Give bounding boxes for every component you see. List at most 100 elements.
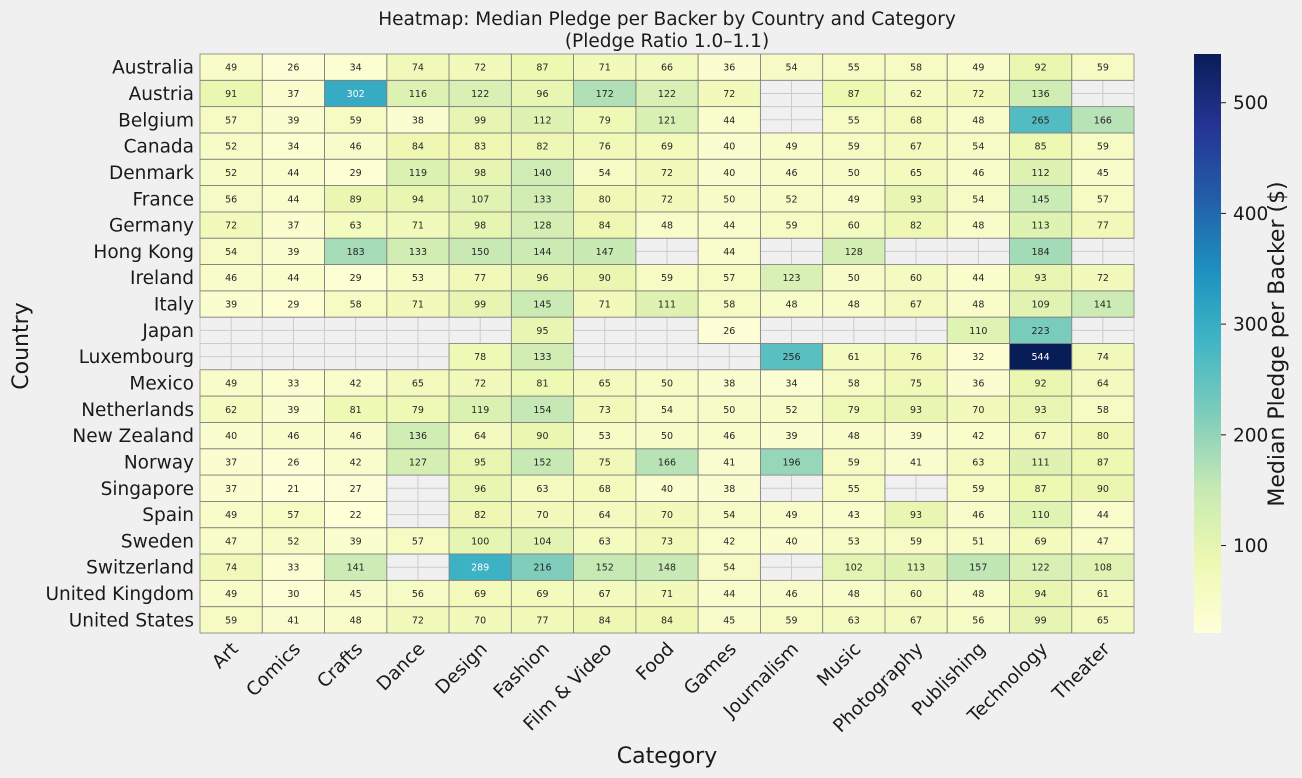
cell-value-label: 57: [287, 510, 299, 521]
heatmap-cell: [200, 422, 263, 449]
cell-value-label: 36: [723, 63, 735, 74]
cell-value-label: 40: [785, 536, 797, 547]
cell-value-label: 64: [474, 431, 486, 442]
heatmap-cell: [200, 580, 263, 607]
cell-value-label: 54: [723, 510, 735, 521]
cell-value-label: 76: [599, 142, 611, 153]
cell-value-label: 77: [1097, 221, 1109, 232]
cell-value-label: 119: [409, 168, 427, 179]
cell-value-label: 71: [661, 589, 673, 600]
cell-value-label: 46: [972, 510, 984, 521]
heatmap-cell: [386, 527, 450, 555]
cell-value-label: 90: [536, 431, 548, 442]
heatmap-cell: [511, 475, 574, 502]
cell-value-label: 94: [412, 194, 424, 205]
heatmap-cell: [200, 80, 263, 107]
cell-value-label: 84: [661, 615, 673, 626]
heatmap-cell: [1071, 396, 1134, 423]
cell-value-label: 39: [287, 405, 299, 416]
cell-value-label: 72: [412, 615, 424, 626]
heatmap-cell: [200, 606, 263, 633]
heatmap-cell: [449, 290, 512, 318]
cell-value-label: 87: [536, 63, 548, 74]
heatmap-cell: [635, 369, 699, 397]
heatmap-cell: [262, 132, 325, 160]
heatmap-cell: [822, 54, 885, 81]
heatmap-cell: [947, 264, 1010, 291]
cell-value-label: 47: [1097, 536, 1109, 547]
heatmap-cell: [511, 527, 574, 555]
heatmap-cell: [635, 132, 699, 160]
cell-value-label: 100: [471, 536, 489, 547]
heatmap-cell: [884, 343, 948, 370]
heatmap-cell: [947, 422, 1010, 449]
cell-value-label: 166: [1094, 115, 1112, 126]
heatmap-cell: [1009, 448, 1072, 476]
heatmap-cell: [573, 422, 636, 449]
heatmap-cell: [573, 580, 636, 607]
y-tick-label: Canada: [124, 137, 194, 158]
cell-value-label: 94: [1035, 589, 1047, 600]
heatmap-cell: [1009, 369, 1072, 397]
heatmap-cell: [449, 211, 512, 239]
y-axis-tick-labels: Australia Austria Belgium Canada Denmark Fran…: [46, 58, 195, 632]
cell-value-label: 29: [350, 168, 362, 179]
cell-value-label: 58: [723, 300, 735, 311]
cell-value-label: 50: [661, 378, 673, 389]
cell-value-label: 109: [1032, 300, 1050, 311]
heatmap-cell: [698, 54, 761, 81]
cell-value-label: 111: [658, 300, 676, 311]
colorbar-tick-label: 200: [1233, 425, 1268, 446]
cell-value-label: 22: [350, 510, 362, 521]
heatmap-cell: [386, 448, 450, 476]
cell-value-label: 111: [1032, 457, 1050, 468]
cell-value-label: 53: [848, 536, 860, 547]
cell-value-label: 38: [412, 115, 424, 126]
cell-value-label: 65: [599, 378, 611, 389]
heatmap-cell: [386, 159, 450, 186]
cell-value-label: 39: [287, 115, 299, 126]
cell-value-label: 183: [347, 247, 365, 258]
heatmap-cell: [449, 80, 512, 107]
heatmap-cell: [947, 527, 1010, 555]
heatmap-cell: [1009, 159, 1072, 186]
heatmap-cell: [884, 211, 948, 239]
heatmap-cell: [698, 238, 761, 265]
heatmap-cell: [884, 448, 948, 476]
heatmap-cell: [698, 132, 761, 160]
heatmap-cell: [822, 580, 885, 607]
heatmap-cell: [324, 264, 387, 291]
cell-value-label: 49: [972, 63, 984, 74]
heatmap-cell: [511, 554, 574, 581]
heatmap-cell: [324, 290, 387, 318]
cell-value-label: 58: [910, 63, 922, 74]
heatmap-cell: [573, 264, 636, 291]
cell-value-label: 39: [225, 300, 237, 311]
cell-value-label: 33: [287, 378, 299, 389]
cell-value-label: 128: [533, 221, 551, 232]
heatmap-cell: [822, 80, 885, 107]
cell-value-label: 39: [287, 247, 299, 258]
cell-value-label: 27: [350, 484, 362, 495]
cell-value-label: 145: [1032, 194, 1050, 205]
cell-value-label: 119: [471, 405, 489, 416]
heatmap-cell: [1009, 264, 1072, 291]
colorbar-tick-label: 400: [1233, 204, 1268, 225]
cell-value-label: 21: [287, 484, 299, 495]
heatmap-cell: [947, 290, 1010, 318]
heatmap-cell: [386, 290, 450, 318]
heatmap-cell: [200, 264, 263, 291]
heatmap-cell: [511, 264, 574, 291]
cell-value-label: 39: [910, 431, 922, 442]
cell-value-label: 52: [225, 168, 237, 179]
heatmap-cell: [324, 238, 387, 265]
cell-value-label: 72: [474, 378, 486, 389]
cell-value-label: 54: [785, 63, 797, 74]
heatmap-cell: [449, 185, 512, 212]
heatmap-cell: [698, 211, 761, 239]
cell-border: [1071, 606, 1135, 634]
cell-value-label: 59: [225, 615, 237, 626]
cell-value-label: 87: [1035, 484, 1047, 495]
x-tick-label: Games: [680, 639, 741, 700]
